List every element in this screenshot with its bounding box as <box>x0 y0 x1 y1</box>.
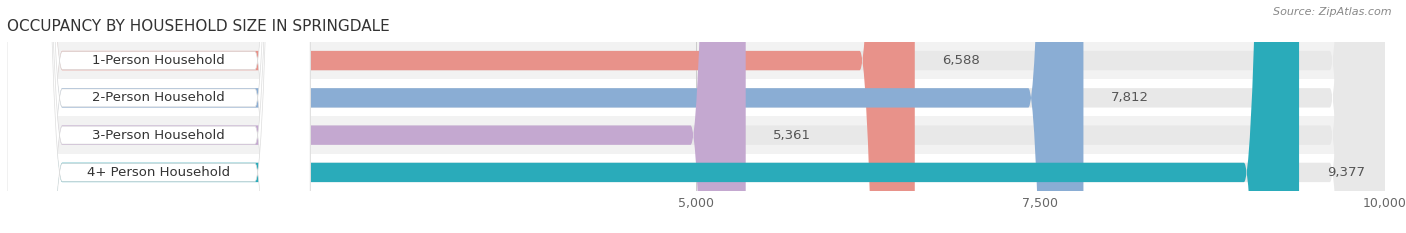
FancyBboxPatch shape <box>7 0 1385 233</box>
Text: 7,812: 7,812 <box>1111 91 1149 104</box>
Bar <box>7 42 1385 79</box>
FancyBboxPatch shape <box>7 0 915 233</box>
Bar <box>7 154 1385 191</box>
FancyBboxPatch shape <box>7 0 311 233</box>
Text: 6,588: 6,588 <box>942 54 980 67</box>
Text: OCCUPANCY BY HOUSEHOLD SIZE IN SPRINGDALE: OCCUPANCY BY HOUSEHOLD SIZE IN SPRINGDAL… <box>7 19 389 34</box>
Bar <box>7 79 1385 116</box>
FancyBboxPatch shape <box>7 0 745 233</box>
FancyBboxPatch shape <box>7 0 1385 233</box>
FancyBboxPatch shape <box>7 0 311 233</box>
FancyBboxPatch shape <box>7 0 1385 233</box>
Text: 3-Person Household: 3-Person Household <box>93 129 225 142</box>
Text: 5,361: 5,361 <box>773 129 811 142</box>
FancyBboxPatch shape <box>7 0 1385 233</box>
Text: 4+ Person Household: 4+ Person Household <box>87 166 231 179</box>
Text: 9,377: 9,377 <box>1327 166 1365 179</box>
FancyBboxPatch shape <box>7 0 1299 233</box>
Text: Source: ZipAtlas.com: Source: ZipAtlas.com <box>1274 7 1392 17</box>
Text: 2-Person Household: 2-Person Household <box>93 91 225 104</box>
Text: 1-Person Household: 1-Person Household <box>93 54 225 67</box>
FancyBboxPatch shape <box>7 0 311 233</box>
Bar <box>7 116 1385 154</box>
FancyBboxPatch shape <box>7 0 311 233</box>
FancyBboxPatch shape <box>7 0 1084 233</box>
